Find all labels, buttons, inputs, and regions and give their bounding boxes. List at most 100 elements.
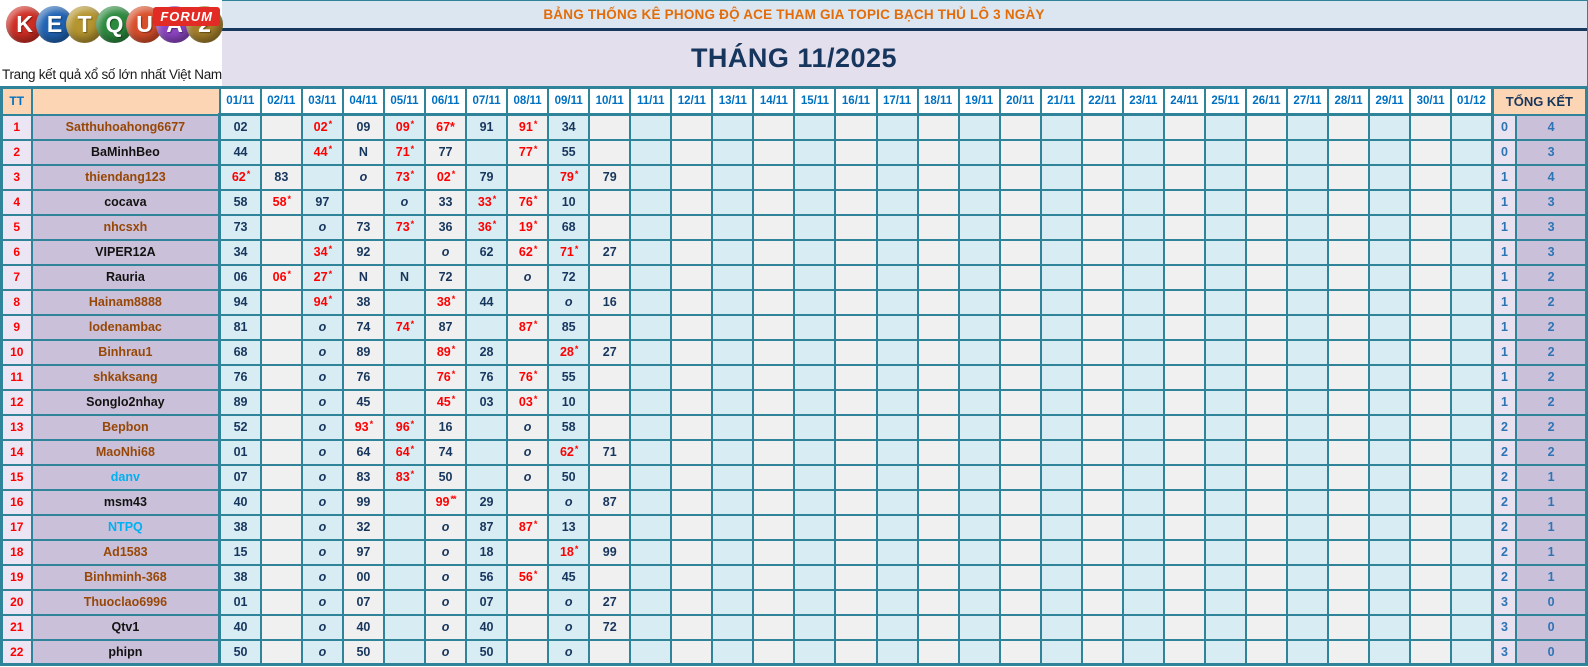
day-value-cell — [957, 288, 1001, 316]
day-value-cell — [1244, 388, 1288, 416]
hit-marker: ** — [450, 494, 456, 504]
day-value-cell: 06* — [259, 263, 303, 291]
day-value-cell — [1368, 613, 1412, 641]
day-value-cell — [670, 638, 714, 666]
day-value-cell — [629, 213, 673, 241]
day-value-cell — [1450, 588, 1494, 616]
day-value-cell — [957, 163, 1001, 191]
day-value-cell — [382, 638, 427, 666]
day-value-cell — [670, 338, 714, 366]
day-value-cell — [1162, 413, 1206, 441]
day-value-cell: 01 — [218, 438, 262, 466]
day-value-cell — [1409, 363, 1453, 391]
day-value-cell: o — [300, 488, 344, 516]
day-value-cell — [1450, 288, 1494, 316]
day-value-cell — [1244, 363, 1288, 391]
row-number-cell: 19 — [0, 563, 33, 591]
day-value-cell — [588, 188, 632, 216]
day-value-cell — [259, 213, 303, 241]
day-value-cell — [382, 238, 427, 266]
hit-marker: * — [451, 369, 455, 379]
day-value-cell — [793, 388, 837, 416]
day-value-cell — [875, 463, 919, 491]
day-value-cell — [1409, 288, 1453, 316]
day-value-cell: 76* — [506, 363, 550, 391]
day-value-cell — [1121, 238, 1165, 266]
summary-miss-cell: 2 — [1490, 413, 1518, 441]
day-value-cell: 02* — [300, 113, 344, 141]
day-value-cell — [1285, 613, 1330, 641]
day-value-cell — [1409, 138, 1453, 166]
player-row: 12 Songlo2nhay 89 o 45 45* 03 03* 10 1 2 — [0, 388, 1588, 416]
day-value-cell — [1121, 313, 1165, 341]
day-value-cell — [465, 138, 509, 166]
day-value-cell: 19* — [506, 213, 550, 241]
day-value-cell: o — [382, 188, 427, 216]
day-value-cell: 79* — [547, 163, 591, 191]
day-value-cell — [957, 463, 1001, 491]
hit-marker: * — [574, 169, 578, 179]
day-value-cell — [1080, 313, 1124, 341]
hit-marker: * — [410, 419, 414, 429]
day-value-cell — [711, 238, 755, 266]
player-row: 7 Rauria 06 06* 27* N N 72 o 72 1 2 — [0, 263, 1588, 291]
day-value-cell — [793, 638, 837, 666]
player-row: 22 phipn 50 o 50 o 50 o 3 0 — [0, 638, 1588, 666]
day-value-cell — [1450, 113, 1494, 141]
day-value-cell: 50 — [423, 463, 468, 491]
day-value-cell — [875, 138, 919, 166]
player-name-cell: Songlo2nhay — [30, 388, 222, 416]
day-value-cell: 55 — [547, 363, 591, 391]
summary-miss-cell: 1 — [1490, 313, 1518, 341]
player-row: 2 BaMinhBeo 44 44* N 71* 77 77* 55 0 3 — [0, 138, 1588, 166]
day-value-cell — [875, 563, 919, 591]
day-value-cell — [1409, 213, 1453, 241]
hit-marker: * — [328, 119, 332, 130]
ketqua2-forum-logo[interactable]: KETQUA2 FORUM Trang kết quả xổ số lớn nh… — [0, 0, 223, 86]
day-value-cell — [1203, 313, 1247, 341]
day-value-cell — [1409, 413, 1453, 441]
day-value-cell — [588, 563, 632, 591]
day-value-cell — [1409, 563, 1453, 591]
day-value-cell: 83 — [341, 463, 385, 491]
day-value-cell — [752, 463, 796, 491]
day-value-cell: 36* — [465, 213, 509, 241]
day-value-cell: 96* — [382, 413, 427, 441]
day-value-cell — [670, 513, 714, 541]
day-value-cell — [957, 113, 1001, 141]
day-value-cell — [1121, 388, 1165, 416]
row-number-cell: 16 — [0, 488, 33, 516]
day-value-cell — [998, 113, 1042, 141]
day-value-cell — [382, 363, 427, 391]
day-value-cell — [670, 438, 714, 466]
day-value-cell — [1450, 213, 1494, 241]
day-value-cell — [1039, 363, 1083, 391]
day-value-cell: 34* — [300, 238, 344, 266]
day-value-cell — [752, 363, 796, 391]
date-column-header: 10/11 — [588, 86, 632, 116]
summary-miss-cell: 1 — [1490, 163, 1518, 191]
day-value-cell — [1244, 213, 1288, 241]
day-value-cell: 34 — [218, 238, 262, 266]
player-row: 17 NTPQ 38 o 32 o 87 87* 13 2 1 — [0, 513, 1588, 541]
day-value-cell — [998, 388, 1042, 416]
day-value-cell — [793, 363, 837, 391]
day-value-cell — [875, 638, 919, 666]
player-name-cell: Binhminh-368 — [30, 563, 222, 591]
day-value-cell — [711, 313, 755, 341]
row-number-cell: 20 — [0, 588, 33, 616]
day-value-cell — [875, 238, 919, 266]
day-value-cell — [1121, 113, 1165, 141]
day-value-cell: 13 — [547, 513, 591, 541]
day-value-cell — [711, 338, 755, 366]
row-number-cell: 15 — [0, 463, 33, 491]
day-value-cell — [916, 588, 960, 616]
month-title: THÁNG 11/2025 — [690, 43, 898, 73]
date-column-header: 08/11 — [506, 86, 550, 116]
day-value-cell: o — [341, 163, 385, 191]
day-value-cell: o — [300, 313, 344, 341]
day-value-cell — [1203, 138, 1247, 166]
day-value-cell — [1162, 563, 1206, 591]
day-value-cell: N — [341, 138, 385, 166]
day-value-cell — [1203, 338, 1247, 366]
